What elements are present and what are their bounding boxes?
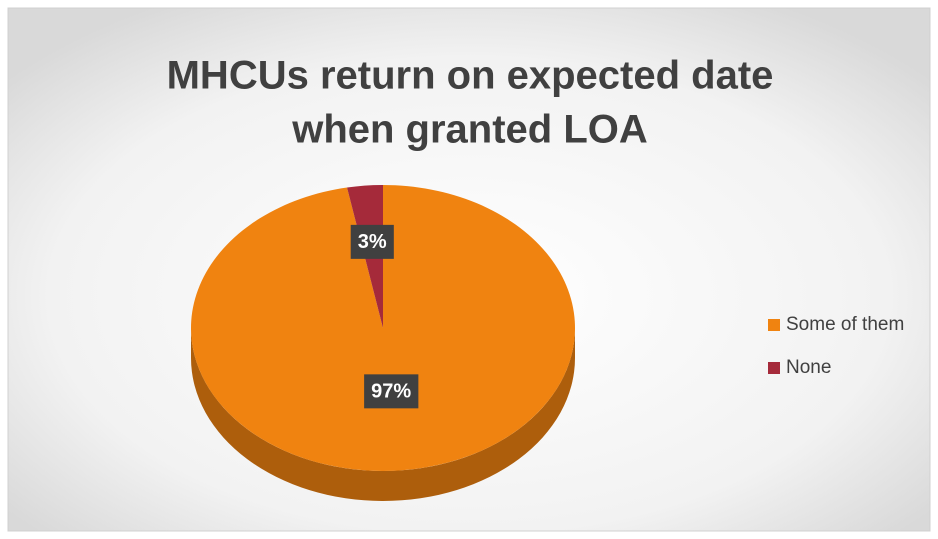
pie-slice bbox=[190, 185, 575, 471]
chart-title: when granted LOA bbox=[291, 108, 648, 152]
chart-title: MHCUs return on expected date bbox=[167, 54, 774, 98]
data-label: 97% bbox=[371, 380, 411, 402]
pie-side bbox=[191, 328, 575, 501]
data-label-box bbox=[364, 374, 419, 409]
legend-swatch bbox=[768, 319, 780, 331]
data-label-box bbox=[350, 224, 394, 259]
legend-label: None bbox=[786, 357, 831, 378]
legend-swatch bbox=[768, 362, 780, 374]
legend-label: Some of them bbox=[786, 314, 904, 335]
data-label: 3% bbox=[358, 231, 387, 253]
